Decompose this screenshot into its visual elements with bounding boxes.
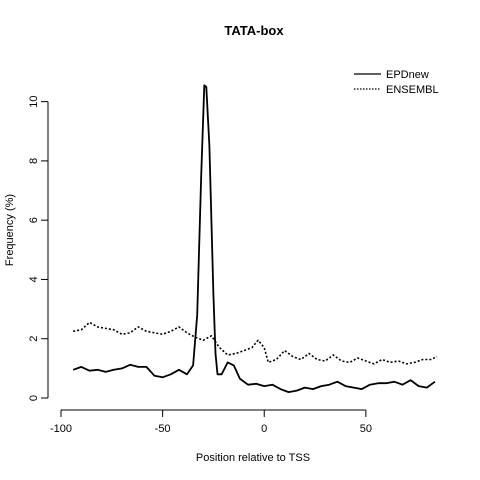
y-axis: 0 2 4 6 8 10 [28,96,48,402]
legend-label: ENSEMBL [386,84,439,96]
y-tick-label: 4 [28,276,40,282]
y-tick-label: 6 [28,217,40,223]
y-tick-label: 0 [28,395,40,401]
x-axis: -100 -50 0 50 [50,410,372,435]
x-axis-label: Position relative to TSS [196,452,310,464]
y-tick-label: 10 [28,96,40,108]
y-tick-label: 8 [28,158,40,164]
y-axis-label: Frequency (%) [4,194,16,266]
series-line-ensembl [73,322,437,364]
x-tick-label: -100 [50,423,72,435]
x-tick-label: 50 [360,423,372,435]
x-tick-label: -50 [155,423,171,435]
legend-label: EPDnew [386,69,429,81]
legend: EPDnew ENSEMBL [354,69,439,96]
series-line-epdnew [73,85,435,392]
x-tick-label: 0 [261,423,267,435]
series-layer [73,85,437,392]
chart-title: TATA-box [224,23,284,38]
y-tick-label: 2 [28,336,40,342]
